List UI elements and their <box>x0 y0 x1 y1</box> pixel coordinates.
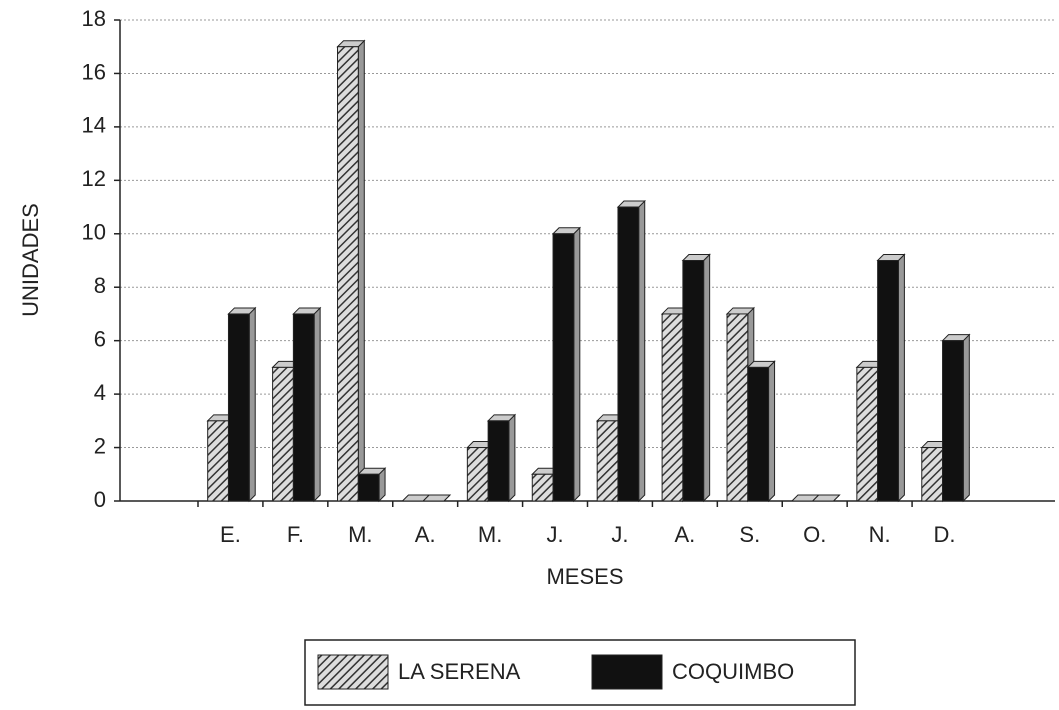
y-tick-label: 2 <box>94 433 106 458</box>
bar <box>487 420 510 502</box>
bar-top <box>422 494 452 502</box>
bar <box>552 233 575 502</box>
x-tick-label: N. <box>869 522 891 547</box>
y-tick-label: 0 <box>94 487 106 512</box>
bar <box>531 473 554 502</box>
bar <box>942 340 964 502</box>
bar <box>877 260 899 502</box>
bar-side <box>638 199 646 503</box>
x-tick-label: A. <box>674 522 695 547</box>
bar-side <box>357 39 365 503</box>
legend-label: COQUIMBO <box>672 659 794 684</box>
legend-label: LA SERENA <box>398 659 521 684</box>
bar <box>682 260 705 502</box>
bar <box>856 366 879 502</box>
bar <box>292 313 315 502</box>
x-tick-label: M. <box>348 522 372 547</box>
y-tick-label: 14 <box>82 113 106 138</box>
x-tick-label: F. <box>287 522 304 547</box>
y-tick-label: 10 <box>82 220 106 245</box>
bar <box>726 313 749 502</box>
legend-box <box>304 639 856 706</box>
y-tick-label: 18 <box>82 6 106 31</box>
bar <box>272 366 294 502</box>
y-tick-label: 6 <box>94 326 106 351</box>
x-tick-label: O. <box>803 522 826 547</box>
bar <box>596 420 619 502</box>
x-tick-label: D. <box>934 522 956 547</box>
legend-swatch <box>591 654 663 690</box>
bar-side <box>703 253 711 503</box>
bar-side <box>248 306 256 503</box>
y-tick-label: 12 <box>82 166 106 191</box>
x-tick-label: S. <box>739 522 760 547</box>
bar-side <box>313 306 321 503</box>
x-tick-label: J. <box>546 522 563 547</box>
bar <box>466 447 489 502</box>
bar-side <box>768 360 776 503</box>
x-tick-label: E. <box>220 522 241 547</box>
bar-side <box>573 226 581 503</box>
bar <box>207 420 229 502</box>
x-axis-title: MESES <box>546 564 623 589</box>
y-tick-label: 4 <box>94 380 106 405</box>
bar <box>747 366 770 502</box>
bar <box>337 46 359 502</box>
x-tick-label: M. <box>478 522 502 547</box>
bar <box>661 313 684 502</box>
bar-side <box>508 413 516 503</box>
bar <box>921 447 944 502</box>
bar <box>227 313 250 502</box>
legend-swatch <box>317 654 389 690</box>
bar <box>357 473 380 502</box>
y-tick-label: 8 <box>94 273 106 298</box>
y-tick-label: 16 <box>82 59 106 84</box>
bar-side <box>897 253 905 503</box>
bar-side <box>962 333 970 503</box>
y-axis-title: UNIDADES <box>18 203 43 317</box>
bar-top <box>811 494 841 502</box>
x-tick-label: J. <box>611 522 628 547</box>
x-tick-label: A. <box>415 522 436 547</box>
bar <box>617 206 640 502</box>
